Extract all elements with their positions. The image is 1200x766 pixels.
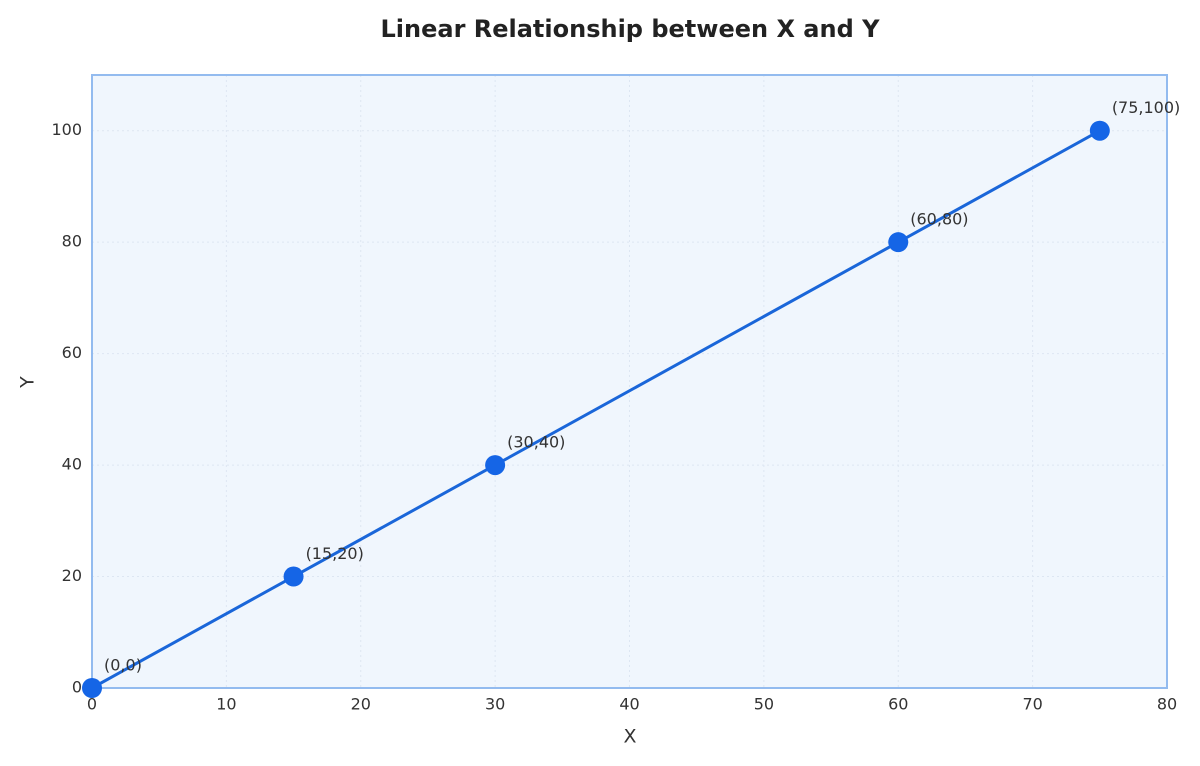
data-label: (30,40)	[507, 433, 565, 452]
x-tick-label: 80	[1157, 695, 1177, 714]
x-axis-label: X	[623, 726, 636, 748]
data-label: (60,80)	[910, 210, 968, 229]
x-tick-label: 60	[888, 695, 908, 714]
y-tick-label: 40	[62, 455, 82, 474]
data-label: (15,20)	[306, 544, 364, 563]
x-tick-label: 10	[216, 695, 236, 714]
marker	[283, 566, 304, 587]
y-tick-label: 60	[62, 343, 82, 362]
x-tick-label: 70	[1022, 695, 1042, 714]
y-tick-label: 100	[51, 120, 82, 139]
y-axis-label: Y	[17, 376, 39, 389]
marker	[1089, 120, 1110, 141]
marker	[82, 678, 102, 698]
plot-border	[91, 74, 1168, 689]
x-tick-label: 0	[87, 695, 97, 714]
marker	[888, 232, 909, 253]
y-tick-label: 20	[62, 566, 82, 585]
chart-title: Linear Relationship between X and Y	[380, 15, 880, 43]
x-tick-label: 40	[619, 695, 639, 714]
x-tick-label: 30	[485, 695, 505, 714]
data-label: (75,100)	[1112, 98, 1180, 117]
y-tick-label: 0	[72, 678, 82, 697]
y-tick-label: 80	[62, 232, 82, 251]
x-tick-label: 20	[351, 695, 371, 714]
x-tick-label: 50	[754, 695, 774, 714]
data-label: (0,0)	[104, 656, 142, 675]
marker	[485, 455, 506, 476]
